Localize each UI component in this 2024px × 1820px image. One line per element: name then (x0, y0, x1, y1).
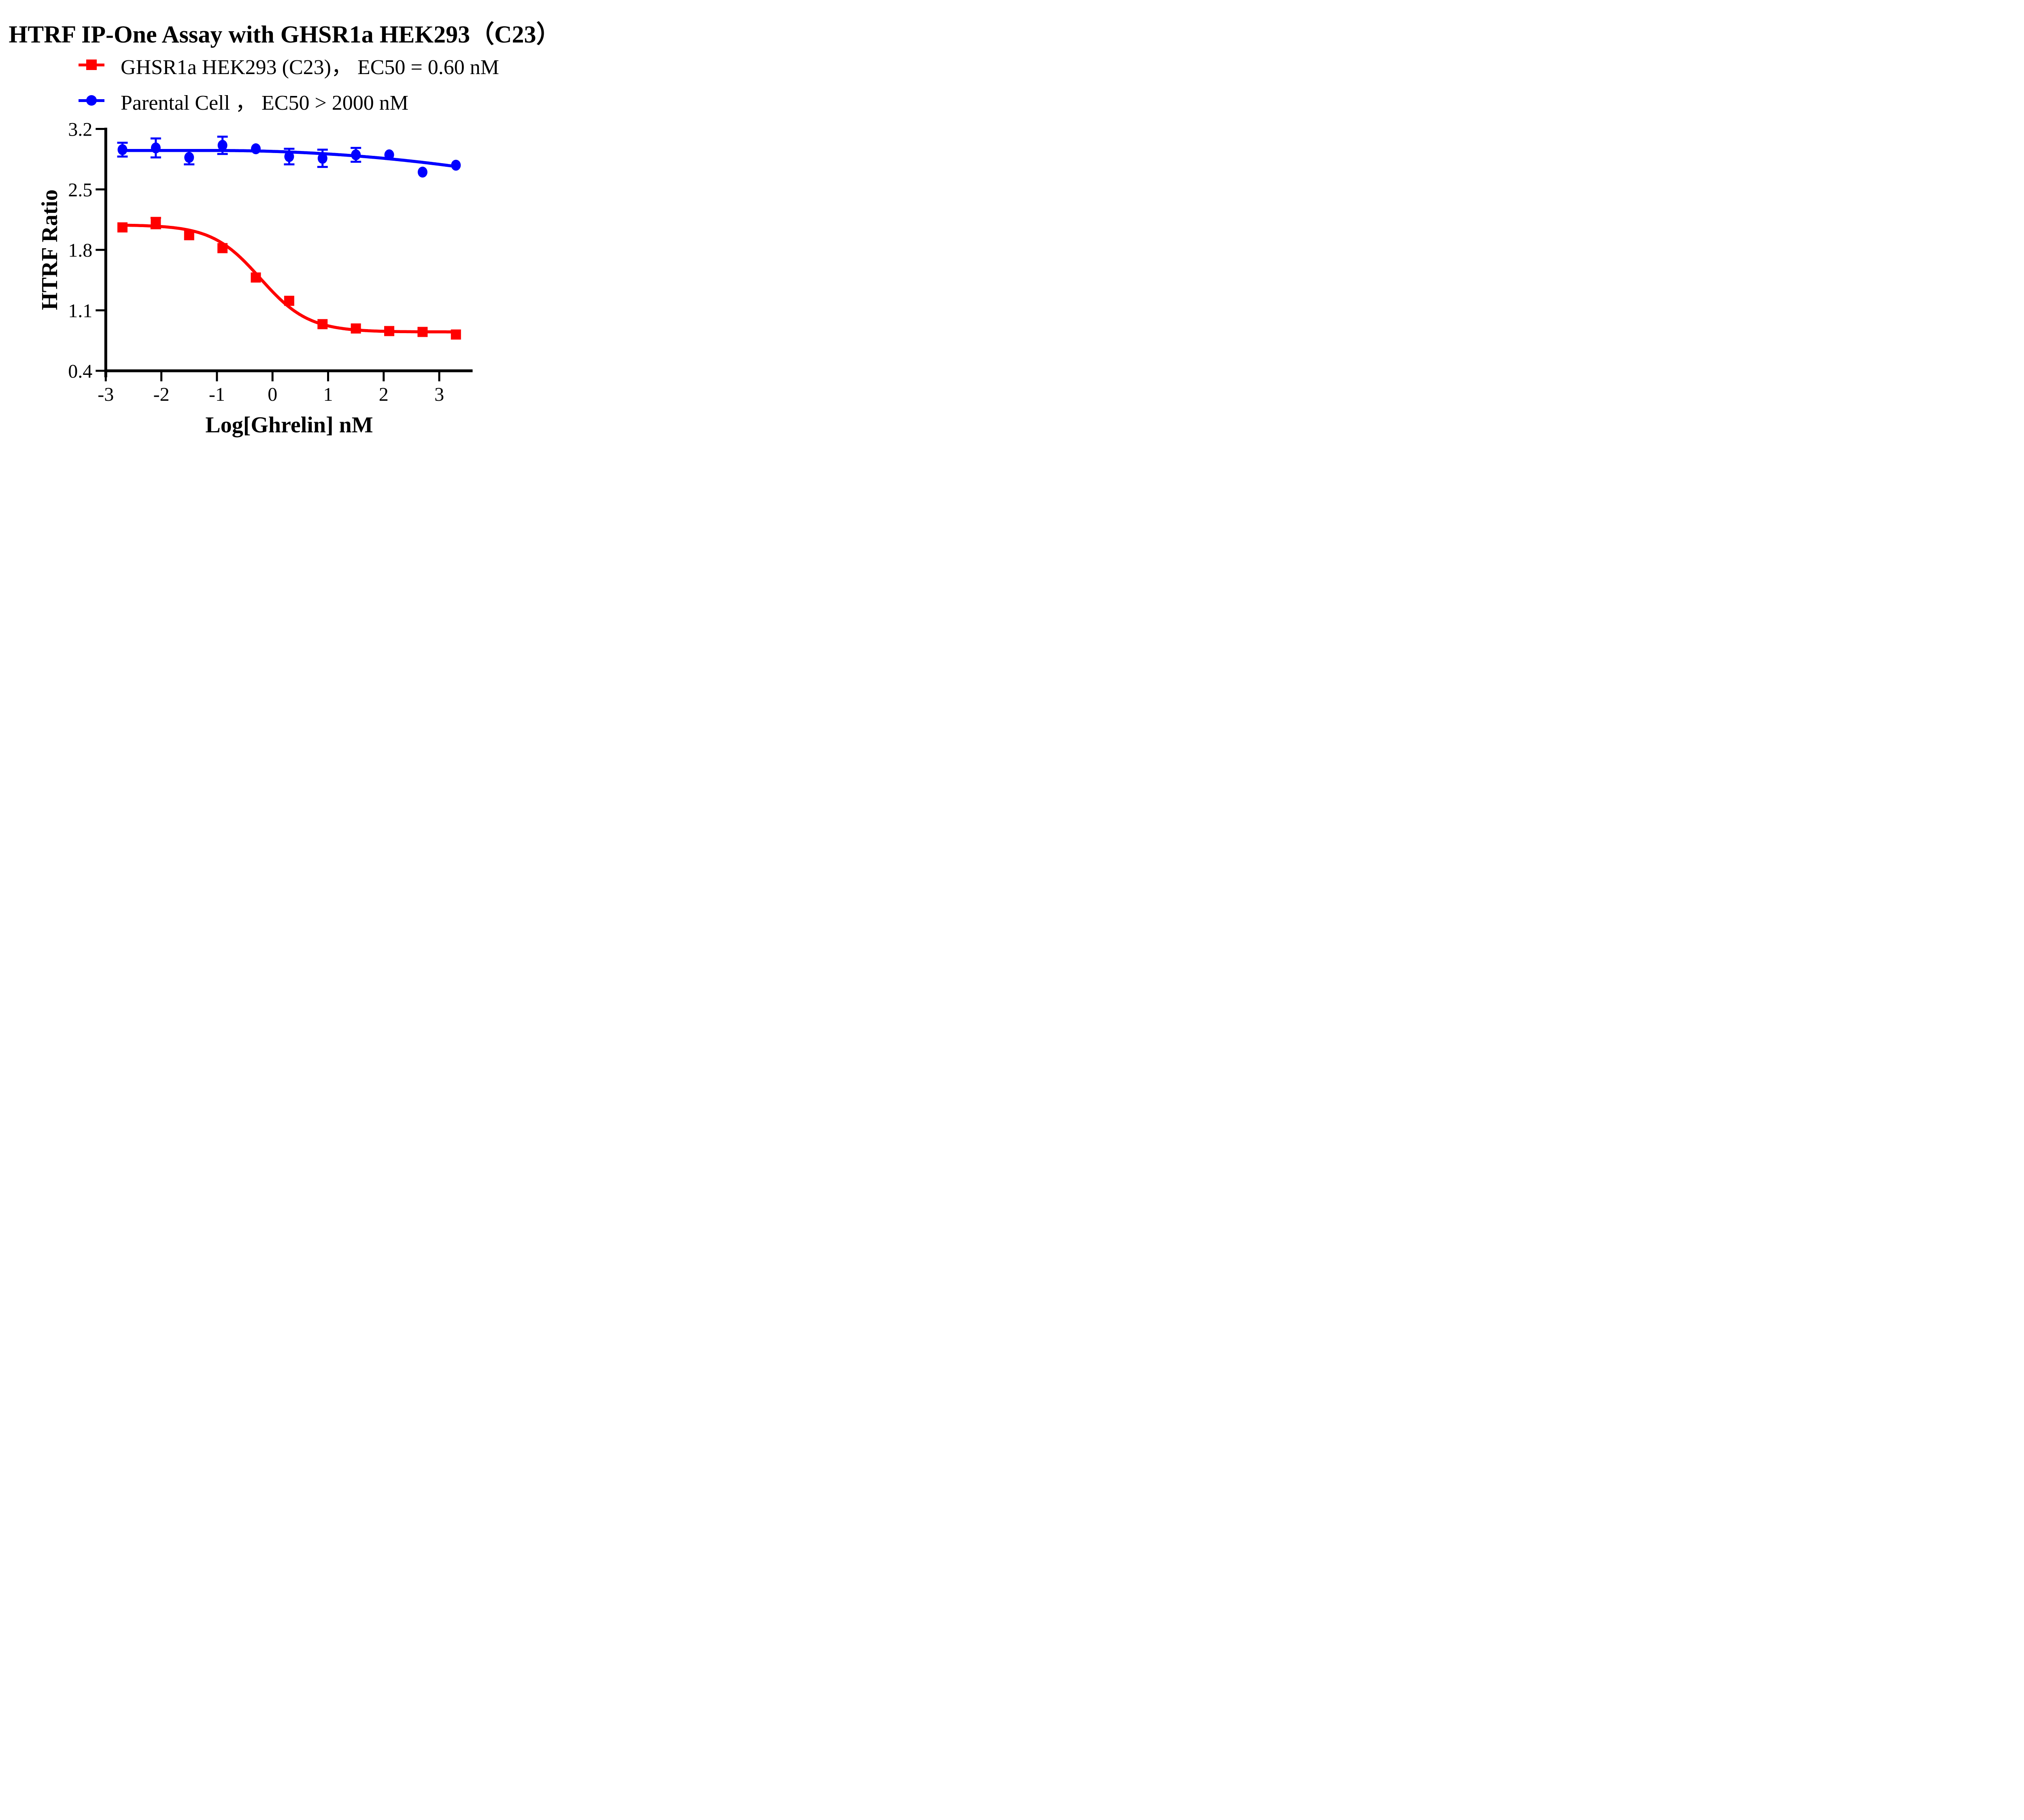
plot-area: -3 -2 -1 0 1 2 3 3.2 2.5 1.8 1.1 0.4 (68, 119, 473, 405)
legend-blue-circle (86, 95, 97, 106)
legend-red-square (86, 60, 97, 70)
legend-red-square-icon (79, 58, 104, 72)
red-series-curve (121, 223, 458, 334)
y-tick-label: 1.1 (68, 300, 92, 322)
legend-item-ghsr1a: GHSR1a HEK293 (C23)， EC50 = 0.60 nM (79, 52, 499, 79)
x-tick-label: -1 (209, 384, 225, 405)
blue-data-point (351, 149, 361, 160)
blue-data-point (451, 159, 461, 171)
x-tick-label: -3 (98, 384, 114, 405)
red-data-point (384, 326, 395, 336)
blue-data-point (151, 142, 161, 153)
red-data-point (284, 296, 294, 306)
chart-title: HTRF IP-One Assay with GHSR1a HEK293（C23… (9, 21, 561, 48)
legend-blue-circle-icon (79, 94, 104, 107)
red-data-point (451, 329, 461, 340)
blue-data-point (417, 166, 427, 178)
figure: HTRF IP-One Assay with GHSR1a HEK293（C23… (0, 0, 569, 455)
blue-data-point (384, 149, 394, 160)
blue-data-point (284, 151, 294, 162)
y-tick-label: 0.4 (68, 361, 92, 382)
x-tick-label: 1 (323, 384, 333, 405)
legend-item-parental: Parental Cell ， EC50 > 2000 nM (79, 87, 409, 115)
legend-label-ghsr1a: GHSR1a HEK293 (C23)， EC50 = 0.60 nM (121, 55, 499, 79)
red-data-point (351, 323, 361, 334)
blue-data-point (251, 143, 261, 155)
blue-data-point (317, 153, 327, 164)
x-tick-label: -2 (153, 384, 170, 405)
red-data-point (417, 327, 428, 337)
x-tick-label: 0 (268, 384, 277, 405)
red-data-point (151, 218, 161, 228)
red-data-point (184, 230, 194, 240)
y-tick-label: 3.2 (68, 119, 92, 140)
y-tick-label: 2.5 (68, 179, 92, 201)
red-data-point (117, 222, 128, 233)
y-tick-label: 1.8 (68, 240, 92, 261)
red-data-point (317, 319, 328, 330)
blue-data-point (117, 144, 128, 155)
x-tick-label: 3 (434, 384, 444, 405)
blue-data-point (184, 152, 194, 163)
blue-data-point (217, 140, 227, 151)
x-axis-title: Log[Ghrelin] nM (205, 412, 373, 438)
red-data-point (251, 272, 261, 283)
x-tick-label: 2 (379, 384, 389, 405)
red-data-point (217, 243, 228, 253)
legend-label-parental: Parental Cell ， EC50 > 2000 nM (121, 91, 409, 115)
